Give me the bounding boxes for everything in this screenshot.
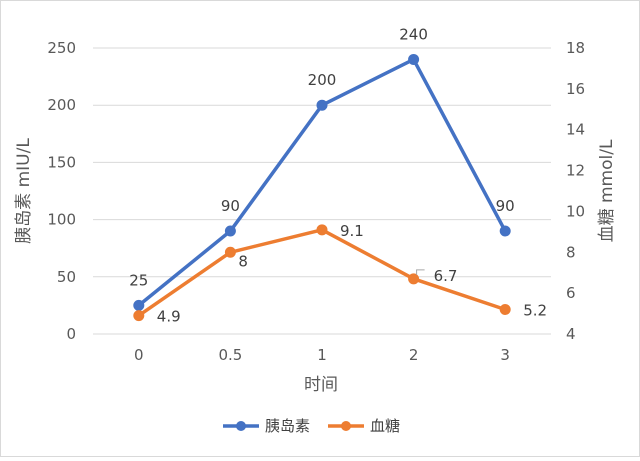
data-label: 90 [496,197,515,215]
data-point [133,310,145,322]
y-tick-label: 250 [47,39,76,57]
leader-line [416,269,425,275]
x-tick-label: 0.5 [218,346,242,364]
y-tick-label: 200 [47,96,76,114]
data-label: 25 [129,271,148,289]
series-lines [133,53,511,322]
data-label: 6.7 [434,267,458,285]
x-axis-title: 时间 [304,375,338,395]
y-tick-label: 100 [47,211,76,229]
x-tick-label: 3 [500,346,510,364]
data-point [316,224,328,236]
y2-tick-label: 14 [566,121,585,139]
y2-tick-label: 4 [566,325,576,343]
x-tick-label: 1 [317,346,327,364]
data-label: 8 [238,252,248,270]
legend-label: 胰岛素 [265,417,310,435]
y2-axis-title: 血糖 mmol/L [597,139,617,242]
data-point [224,246,236,258]
data-point [499,225,511,237]
y2-tick-label: 6 [566,284,576,302]
y-tick-label: 0 [66,325,76,343]
data-label: 4.9 [157,308,181,326]
y2-tick-label: 12 [566,162,585,180]
data-label: 90 [221,197,240,215]
data-label: 240 [399,25,428,43]
data-point [408,273,420,285]
y2-tick-label: 18 [566,39,585,57]
legend-label: 血糖 [370,417,400,435]
legend: 胰岛素 血糖 [223,417,400,435]
data-point [224,225,236,237]
data-point [499,303,511,315]
legend-swatch-marker [236,421,246,431]
legend-swatch-marker [341,421,351,431]
x-tick-label: 2 [409,346,419,364]
x-tick-label: 0 [134,346,144,364]
data-labels: 25 90 200 240 90 4.9 8 9.1 6.7 5.2 [129,25,547,325]
y-axis-title: 胰岛素 mIU/L [14,138,34,244]
data-label: 200 [308,71,337,89]
y-tick-label: 50 [57,268,76,286]
data-point [133,299,145,311]
y-tick-label: 150 [47,153,76,171]
data-point [408,53,420,65]
y2-tick-label: 10 [566,202,585,220]
data-point [316,99,328,111]
data-label: 9.1 [340,222,364,240]
data-label: 5.2 [523,301,547,319]
y2-tick-label: 16 [566,80,585,98]
y2-tick-label: 8 [566,243,576,261]
